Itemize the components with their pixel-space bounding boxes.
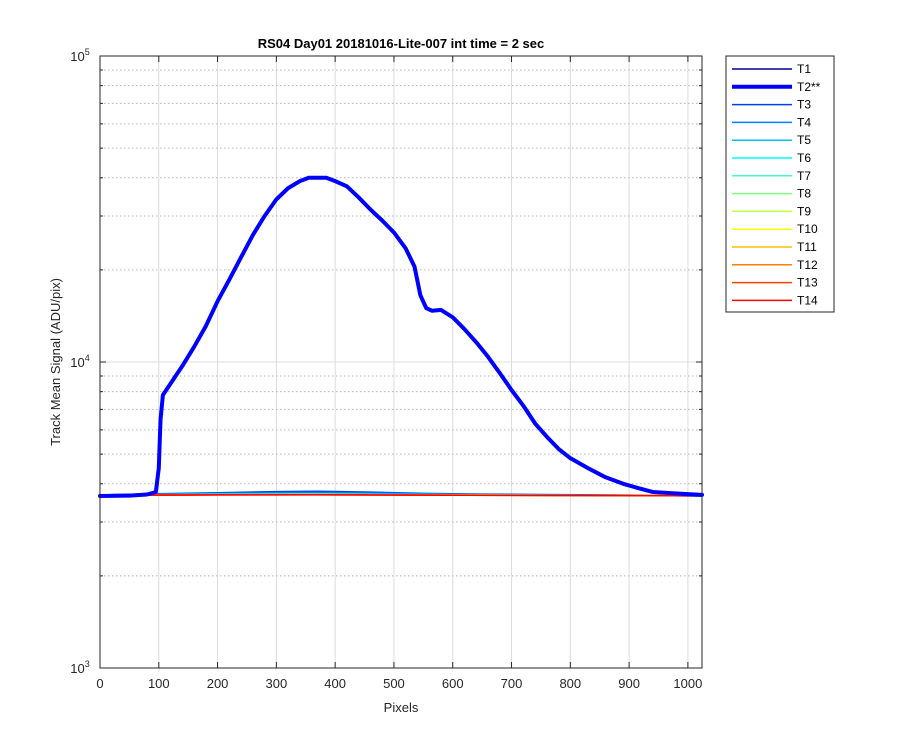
x-tick-label: 200 — [207, 676, 229, 691]
legend-label: T1 — [797, 62, 811, 76]
x-tick-labels: 0 100 200 300 400 500 600 700 800 900 1000 — [96, 676, 702, 691]
x-tick-label: 700 — [501, 676, 523, 691]
x-tick-label: 300 — [266, 676, 288, 691]
x-tick-label: 600 — [442, 676, 464, 691]
series-line-t14 — [99, 494, 703, 497]
legend-box — [725, 55, 835, 313]
legend-label: T6 — [797, 151, 811, 165]
x-tick-label: 500 — [383, 676, 405, 691]
y-tick-label: 104 — [70, 353, 89, 370]
x-tick-label: 0 — [96, 676, 103, 691]
legend-label: T14 — [797, 293, 818, 307]
grid — [99, 55, 702, 669]
legend-label: T13 — [797, 276, 818, 290]
legend-items: T1 T2** T3 T4 T5 T6 T7 T8 T9 T10 T11 T12 T13 T14 — [732, 62, 821, 307]
y-axis-label: Track Mean Signal (ADU/pix) — [48, 278, 63, 446]
y-tick-labels: 103 104 105 — [70, 47, 89, 676]
legend-label: T5 — [797, 133, 811, 147]
legend-label: T4 — [797, 115, 811, 129]
chart-title: RS04 Day01 20181016-Lite-007 int time = … — [258, 36, 545, 51]
legend-label: T10 — [797, 222, 818, 236]
series-layer — [98, 175, 704, 498]
x-tick-label: 100 — [148, 676, 170, 691]
legend-label: T9 — [797, 204, 811, 218]
legend-label: T3 — [797, 98, 811, 112]
x-tick-label: 1000 — [673, 676, 702, 691]
x-tick-label: 800 — [559, 676, 581, 691]
x-tick-label: 400 — [324, 676, 346, 691]
y-tick-label: 103 — [70, 659, 89, 676]
legend-label: T7 — [797, 169, 811, 183]
legend-label: T11 — [797, 240, 817, 254]
legend-label: T2** — [797, 80, 821, 94]
x-tick-label: 900 — [618, 676, 640, 691]
x-axis-label: Pixels — [384, 700, 419, 715]
legend-label: T12 — [797, 258, 818, 272]
legend: T1 T2** T3 T4 T5 T6 T7 T8 T9 T10 T11 T12 T13 T14 — [725, 55, 835, 313]
y-tick-label: 105 — [70, 47, 89, 64]
legend-label: T8 — [797, 187, 811, 201]
ticks — [99, 55, 702, 669]
series-line-t2 — [98, 175, 704, 498]
